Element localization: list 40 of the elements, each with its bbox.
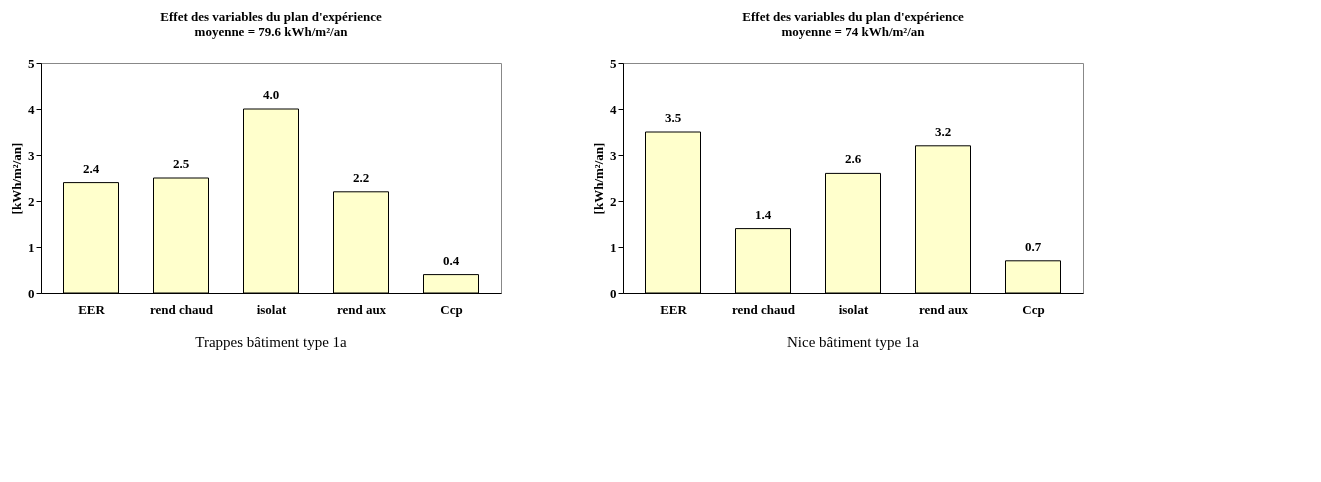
data-label: 4.0 [262,87,280,102]
y-axis-title: [kWh/m²/an] [9,142,24,215]
data-label: 2.2 [352,169,370,185]
data-label: 3.2 [934,123,952,139]
y-tick-label: 1 [610,239,617,255]
y-tick-label: 5 [610,55,617,71]
y-axis-title: [kWh/m²/an] [591,142,606,215]
x-tick-label: Ccp [1022,301,1045,317]
y-tick-label: 5 [28,55,35,71]
x-tick-label: rend chaud [732,301,796,317]
data-label: 0.7 [1024,238,1042,254]
data-label: 0.4 [442,252,460,268]
x-tick-label: rend aux [918,301,969,317]
y-tick-label: 4 [610,101,617,117]
text: Effet des variables du plan d'expérience [160,9,382,24]
y-tick-label: 0 [610,285,617,301]
data-label: 1.4 [754,206,772,222]
x-tick-label: isolat [256,301,287,317]
x-tick-label: EER [78,301,106,317]
x-tick-label: rend chaud [150,301,214,317]
data-label: 3.5 [664,110,682,125]
x-tick-label: isolat [838,301,869,317]
y-tick-label: 3 [28,147,35,163]
data-label: 2.6 [844,151,862,167]
y-tick-label: 0 [28,285,35,301]
x-tick-label: Ccp [440,301,463,317]
text: Trappes bâtiment type 1a [195,334,348,350]
y-tick-label: 2 [610,193,617,209]
text: Nice bâtiment type 1a [786,334,920,350]
x-tick-label: EER [660,301,688,317]
y-tick-label: 4 [28,101,35,117]
text: moyenne = 79.6 kWh/m²/an [194,24,348,39]
data-label: 2.5 [172,156,190,171]
y-tick-label: 3 [610,147,617,163]
x-tick-label: rend aux [336,301,387,317]
text: Effet des variables du plan d'expérience [742,9,964,24]
y-tick-label: 1 [28,239,35,255]
y-tick-label: 2 [28,193,35,209]
data-label: 2.4 [82,160,100,176]
text: moyenne = 74 kWh/m²/an [781,24,925,39]
